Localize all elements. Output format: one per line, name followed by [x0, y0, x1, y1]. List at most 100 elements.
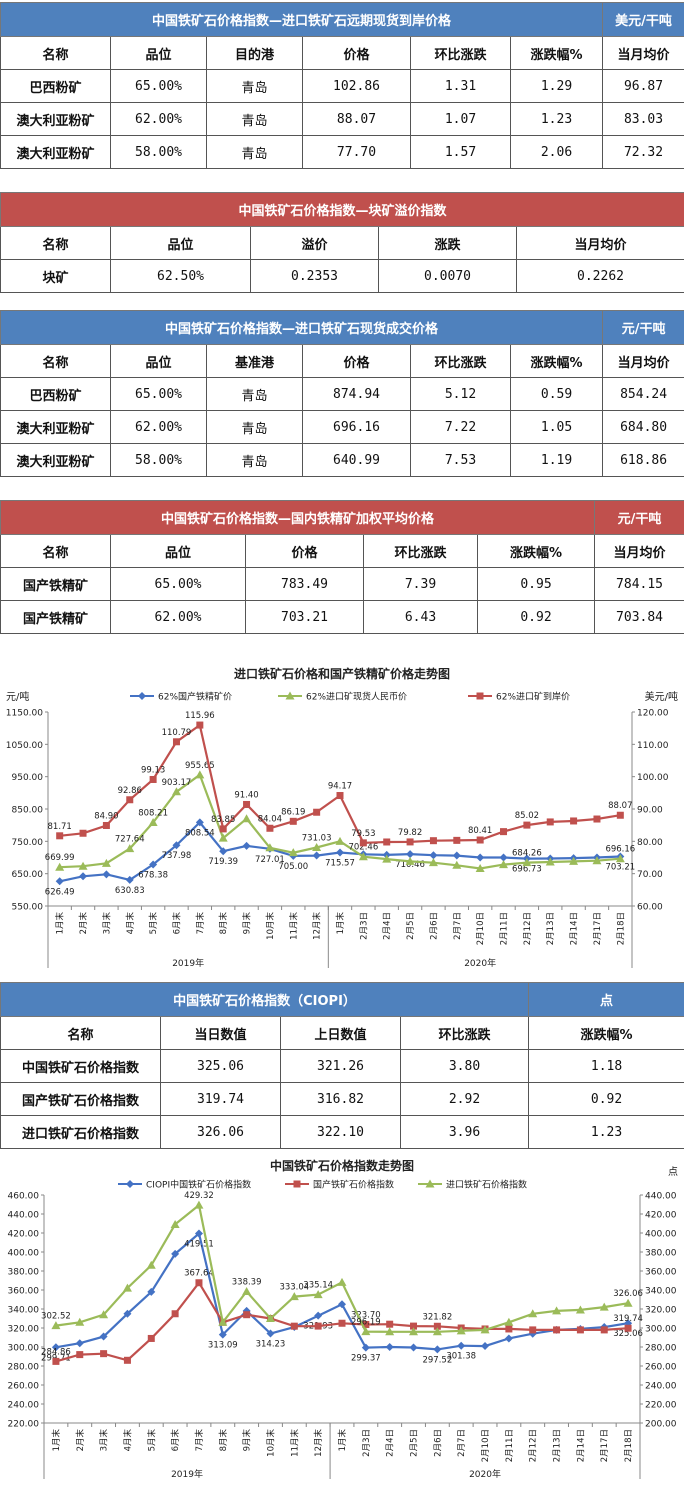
data-point	[172, 738, 180, 746]
data-point	[385, 1343, 394, 1351]
data-point	[385, 1327, 395, 1336]
y-tick-label-right: 70.00	[637, 870, 663, 880]
data-label: 335.14	[303, 1281, 333, 1291]
x-tick-label: 7月末	[195, 912, 206, 935]
data-point	[410, 1322, 418, 1330]
year-label: 2020年	[464, 957, 496, 969]
legend-entry: 62%进口矿现货人民币价	[306, 691, 407, 703]
y-tick-label-left: 240.00	[8, 1401, 40, 1411]
table-cell: 0.2262	[515, 259, 684, 293]
data-point	[194, 1229, 203, 1238]
table-row: 澳大利亚粉矿 58.00% 青岛 640.99 7.53 1.19 618.86	[0, 443, 684, 477]
table-cell: 62.00%	[110, 410, 207, 444]
table-cell: 618.86	[602, 443, 684, 477]
table-row: 国产铁精矿 62.00% 703.21 6.43 0.92 703.84	[0, 600, 684, 634]
table-cell: 0.95	[476, 567, 596, 601]
data-point	[125, 875, 134, 884]
data-point	[553, 1326, 561, 1334]
column-header: 环比涨跌	[399, 1016, 530, 1050]
data-label: 696.73	[512, 865, 542, 875]
data-label: 367.64	[184, 1269, 214, 1279]
table-row: 进口铁矿石价格指数 326.06 322.10 3.96 1.23	[0, 1115, 684, 1149]
column-header: 品位	[110, 534, 246, 568]
data-point	[336, 848, 344, 857]
data-point	[504, 1317, 514, 1326]
row-name: 澳大利亚粉矿	[0, 410, 111, 444]
table-cell: 3.96	[399, 1115, 530, 1149]
table-title: 中国铁矿石价格指数（CIOPI）	[0, 982, 530, 1017]
data-point	[528, 1309, 538, 1318]
table-cell: 0.2353	[250, 259, 379, 293]
column-header: 涨跌幅%	[509, 36, 604, 70]
table-row: 巴西粉矿 65.00% 青岛 102.86 1.31 1.29 96.87	[0, 69, 684, 103]
data-point	[476, 692, 484, 700]
x-tick-label: 3月末	[99, 1429, 110, 1452]
data-point	[499, 853, 508, 862]
data-point	[480, 1325, 490, 1334]
data-point	[362, 1320, 370, 1328]
data-point	[382, 854, 392, 863]
table-cell: 青岛	[206, 69, 303, 103]
data-point	[475, 863, 485, 872]
data-point	[289, 1292, 299, 1301]
data-label: 115.96	[185, 711, 215, 721]
data-label: 702.46	[348, 843, 378, 853]
data-label: 696.16	[605, 845, 635, 855]
data-point	[505, 1325, 513, 1333]
data-label: 715.57	[325, 858, 355, 868]
data-label: 325.06	[613, 1329, 643, 1339]
data-point	[242, 1306, 251, 1315]
data-label: 110.79	[162, 728, 192, 738]
table-cell: 65.00%	[110, 567, 246, 601]
y-tick-label-right: 100.00	[637, 773, 669, 783]
table-cell: 青岛	[206, 377, 303, 411]
column-header: 基准港	[206, 344, 303, 378]
table-cell: 7.53	[410, 443, 511, 477]
table-cell: 316.82	[280, 1082, 401, 1116]
data-point	[593, 815, 601, 823]
data-label: 705.00	[278, 862, 308, 872]
data-point	[615, 854, 625, 863]
data-point	[456, 1326, 466, 1335]
table-cell: 58.00%	[110, 135, 207, 169]
x-tick-label: 2月11日	[505, 1429, 515, 1462]
data-point	[219, 847, 228, 856]
data-point	[616, 811, 624, 819]
data-label: 301.38	[446, 1352, 476, 1362]
table-cell: 62.50%	[110, 259, 251, 293]
data-point	[335, 836, 345, 845]
table-unit: 元/干吨	[594, 500, 684, 535]
x-tick-label: 2月5日	[406, 912, 416, 940]
table-cell: 321.26	[280, 1049, 401, 1083]
x-tick-label: 2月14日	[570, 912, 580, 945]
data-label: 678.38	[138, 870, 168, 880]
x-tick-label: 1月末	[335, 912, 346, 935]
table-cell: 684.80	[602, 410, 684, 444]
data-label: 727.64	[115, 835, 145, 845]
data-point	[123, 1309, 132, 1318]
column-header: 价格	[302, 36, 411, 70]
chart-title: 中国铁矿石价格指数走势图	[270, 1158, 414, 1173]
data-point	[100, 1350, 108, 1358]
data-point	[623, 1298, 633, 1307]
y-tick-label-right: 90.00	[637, 806, 663, 816]
x-tick-label: 2月6日	[429, 912, 439, 940]
table-cell: 0.92	[528, 1082, 684, 1116]
table-cell: 1.57	[410, 135, 511, 169]
table-cell: 640.99	[302, 443, 411, 477]
data-label: 955.65	[185, 761, 215, 771]
data-point	[79, 829, 87, 837]
table-cell: 83.03	[602, 102, 684, 136]
data-point	[592, 856, 602, 865]
y-tick-label-left: 440.00	[8, 1211, 40, 1221]
data-label: 719.39	[208, 857, 238, 867]
x-tick-label: 2月7日	[453, 912, 463, 940]
data-point	[99, 1310, 109, 1319]
column-header: 当日数值	[160, 1016, 281, 1050]
x-tick-label: 9月末	[242, 912, 253, 935]
data-label: 703.21	[605, 862, 635, 872]
data-point	[504, 1334, 513, 1343]
domestic-concentrate-price-table: 中国铁矿石价格指数—国内铁精矿加权平均价格 元/干吨 名称 品位 价格 环比涨跌 涨跌幅% 当…	[0, 500, 684, 634]
x-tick-label: 2月7日	[457, 1429, 467, 1457]
data-point	[52, 1357, 60, 1365]
